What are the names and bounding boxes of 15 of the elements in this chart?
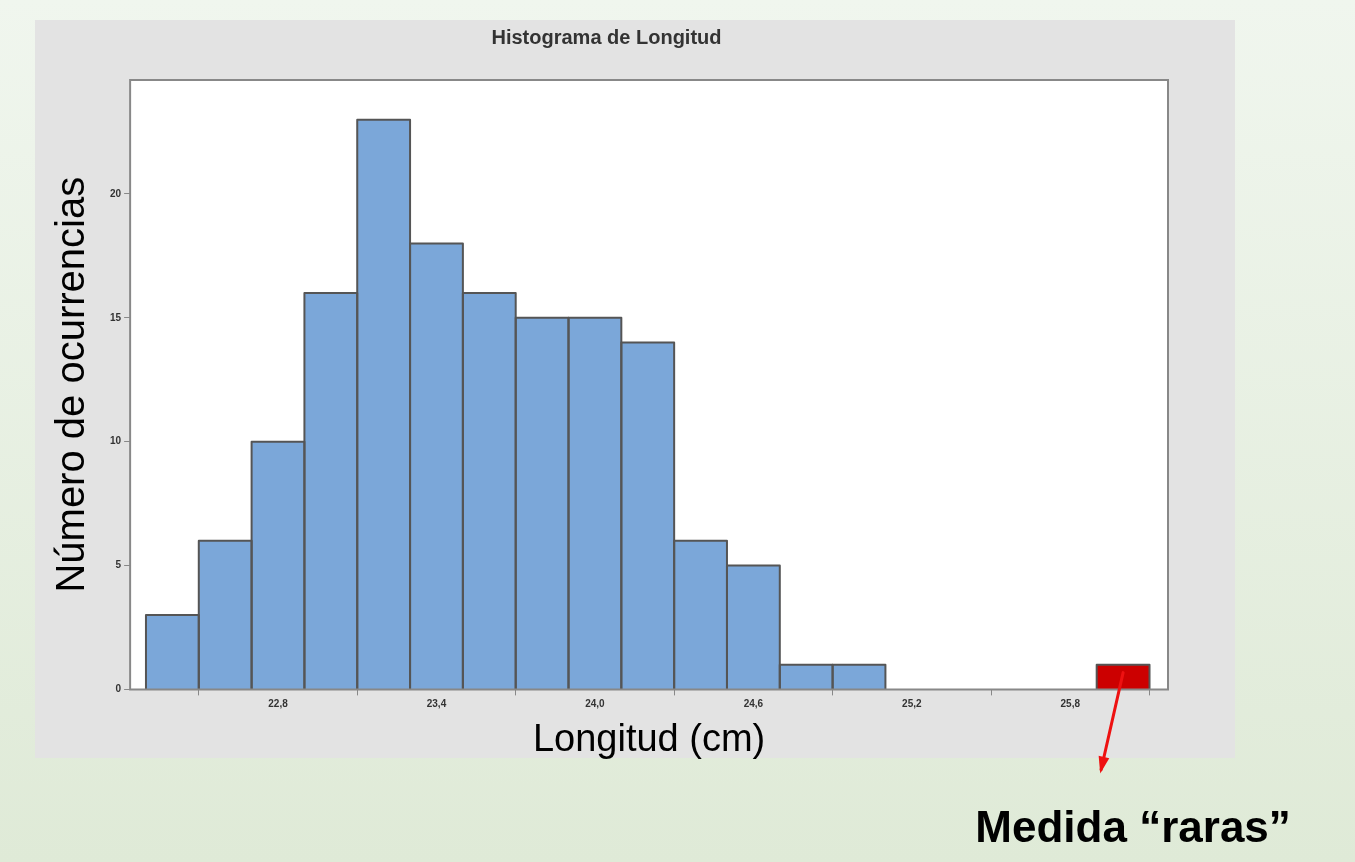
x-tick-label: 24,0 [585, 698, 606, 710]
x-tick-label: 25,2 [902, 698, 922, 710]
annotation: Medida “raras” [975, 801, 1291, 851]
y-tick-label: 10 [110, 435, 122, 447]
y-tick-label: 20 [110, 187, 122, 199]
y-axis-title: Número de ocurrencias [48, 176, 93, 593]
y-tick-label: 0 [115, 683, 122, 695]
x-tick-label: 25,8 [1060, 698, 1081, 710]
y-tick-label: 15 [110, 311, 122, 323]
x-tick-label: 22,8 [268, 698, 289, 710]
chart-title: Histograma de Longitud [491, 25, 722, 48]
x-tick-label: 24,6 [743, 698, 764, 710]
x-tick-label: 23,4 [426, 698, 447, 710]
x-axis-title: Longitud (cm) [532, 716, 766, 759]
y-tick-label: 5 [115, 559, 122, 571]
